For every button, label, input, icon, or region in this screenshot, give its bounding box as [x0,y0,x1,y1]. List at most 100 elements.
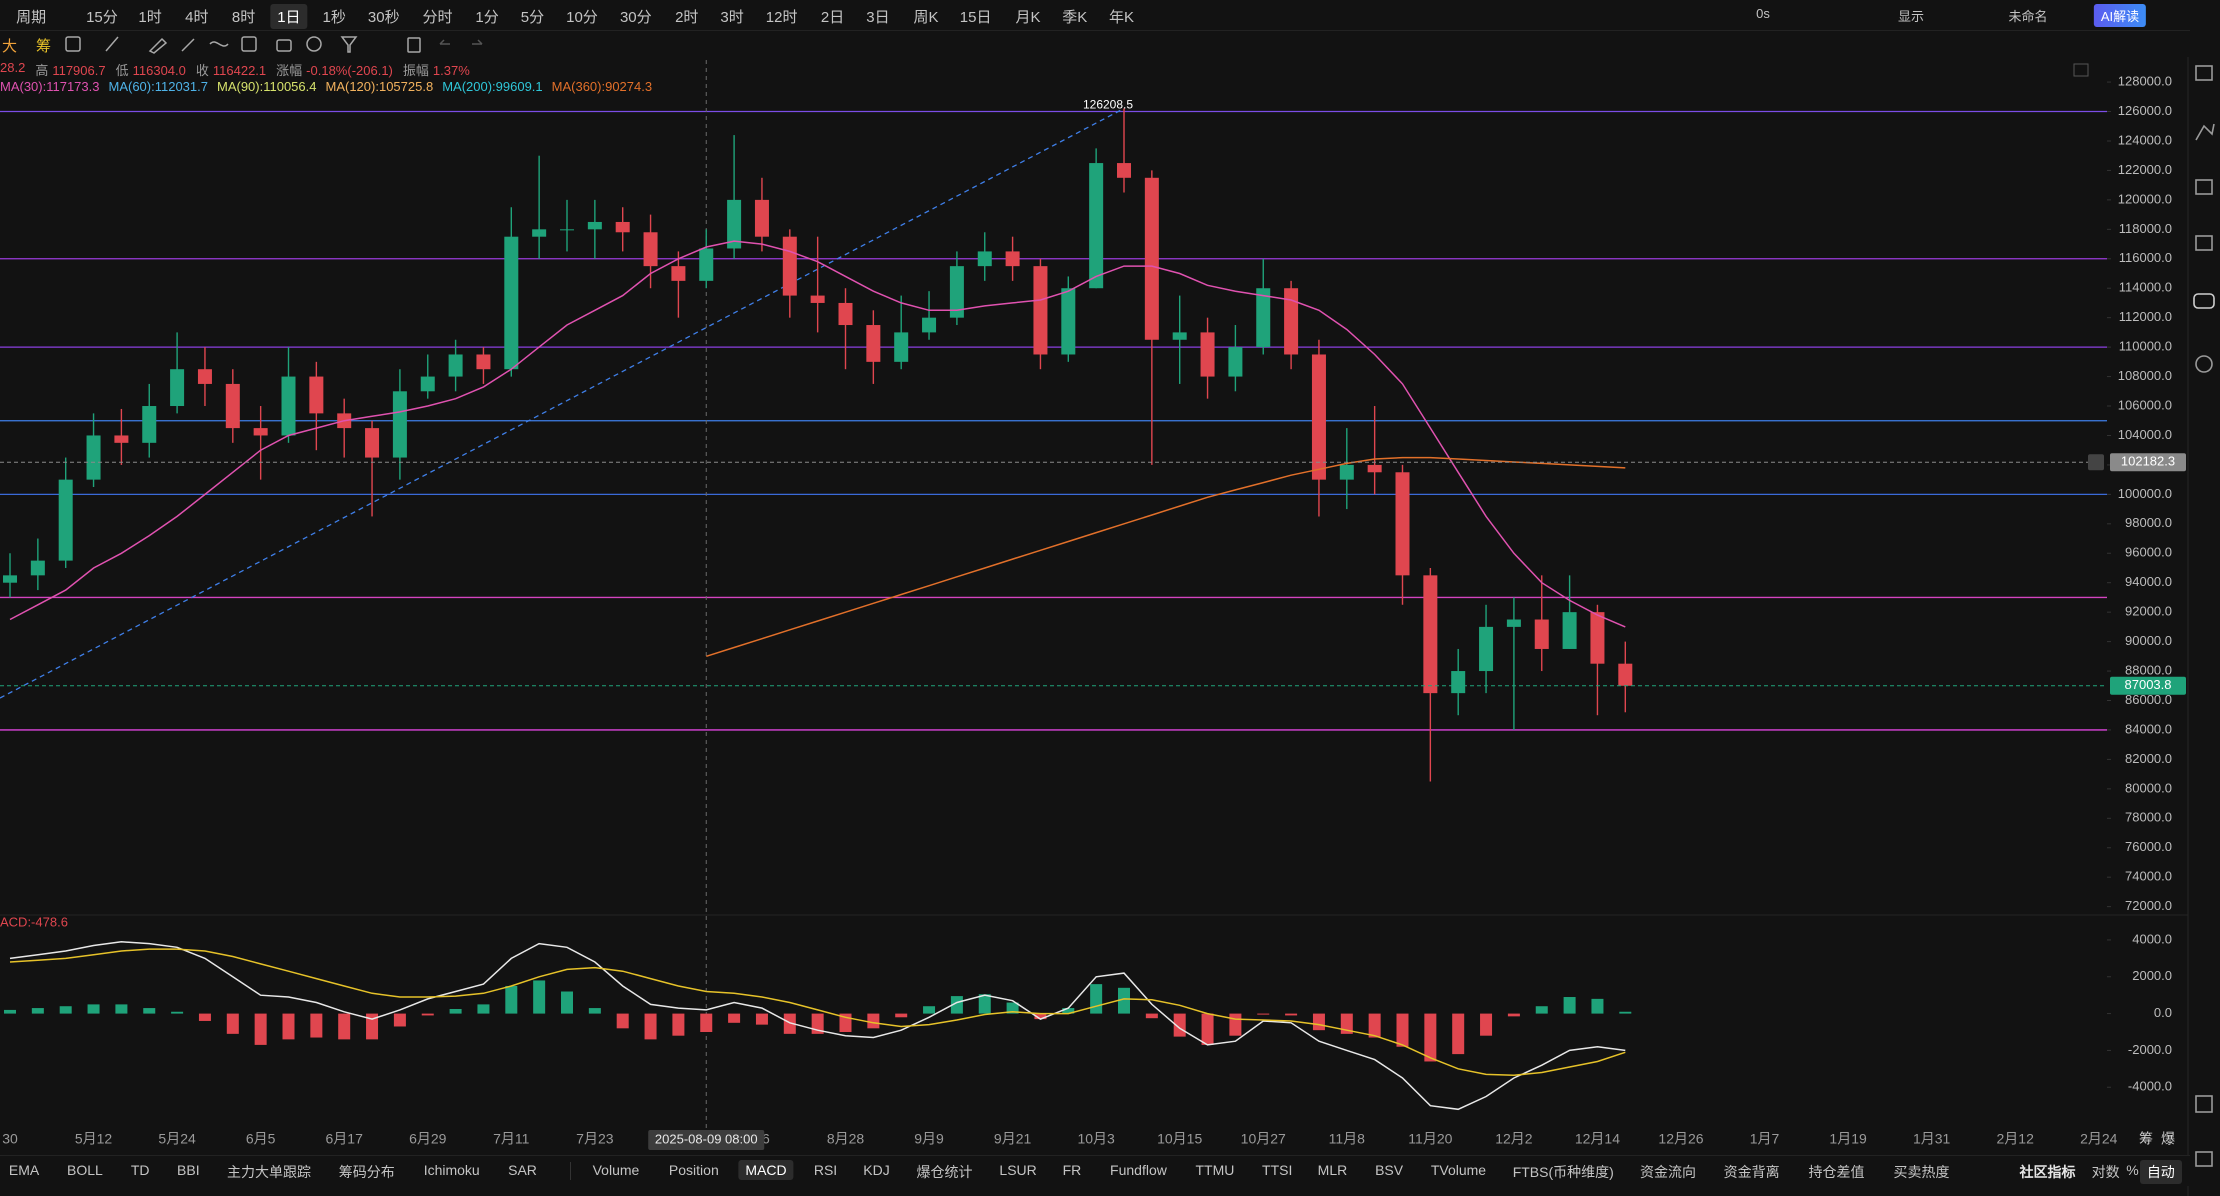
period-button[interactable]: 1日 [270,4,308,29]
candle-body [1618,663,1633,686]
candle-body [699,248,714,281]
sidebar-icon[interactable] [2195,179,2213,195]
period-button[interactable]: 8时 [231,9,256,26]
period-button[interactable]: 15日 [959,9,992,26]
price-label-box [2110,676,2186,695]
period-button[interactable]: 2日 [820,9,845,26]
tool-icon[interactable] [241,36,257,52]
indicator-button[interactable]: FTBS(币种维度) [1512,1164,1614,1180]
indicator-setting[interactable]: % [2126,1162,2139,1178]
drawbar-label[interactable]: 大 [2,38,18,55]
x-tick-label: 1月31 [1913,1131,1951,1147]
sidebar-icon[interactable] [2195,1095,2213,1113]
price-label-box [2110,453,2186,472]
indicator-button[interactable]: SAR [508,1162,537,1178]
macd-histogram-bar [1062,1008,1075,1014]
indicator-button[interactable]: 资金背离 [1723,1164,1780,1180]
tool-icon[interactable] [407,37,421,53]
period-button[interactable]: 分时 [422,9,453,26]
expand-icon[interactable] [2073,63,2089,77]
indicator-button[interactable]: 主力大单跟踪 [227,1164,312,1180]
period-button[interactable]: 月K [1015,9,1041,26]
y-tick-label: 108000.0 [2118,368,2172,383]
sidebar-icon[interactable] [2195,355,2213,373]
indicator-button[interactable]: TVolume [1430,1162,1487,1178]
sidebar-icon[interactable] [2195,1151,2213,1167]
period-button[interactable]: 30分 [619,9,652,26]
info-value: -0.18%(-206.1) [306,63,393,78]
period-button[interactable]: 4时 [185,9,209,26]
indicator-button[interactable]: 买卖热度 [1893,1164,1950,1180]
sidebar-icon[interactable] [2195,123,2215,141]
tool-icon[interactable] [439,39,450,45]
sidebar-icon[interactable] [2195,235,2213,251]
info-value: 117906.7 [52,63,106,78]
indicator-button[interactable]: 筹码分布 [338,1164,395,1180]
sidebar-icon[interactable] [2195,65,2213,81]
period-button[interactable]: 10分 [566,9,598,26]
indicator-button[interactable]: MACD [738,1160,794,1180]
period-button[interactable]: 周K [913,9,939,26]
indicator-button[interactable]: Position [668,1162,719,1178]
ai-button[interactable]: AI解读 [2093,4,2147,27]
period-button[interactable]: 1秒 [322,9,346,26]
tool-icon[interactable] [148,37,168,54]
tool-icon[interactable] [306,36,322,52]
indicator-button[interactable]: 资金流向 [1640,1164,1697,1180]
macd-histogram-bar [1340,1013,1353,1034]
indicator-button[interactable]: RSI [813,1162,838,1178]
tool-icon[interactable] [209,41,229,47]
period-button[interactable]: 1时 [138,9,162,26]
indicator-button[interactable]: TTMU [1195,1162,1235,1178]
indicator-setting[interactable]: 自动 [2139,1160,2182,1184]
tool-icon[interactable] [472,39,483,45]
macd-histogram-bar [31,1008,44,1014]
sidebar-icon[interactable] [2193,293,2215,309]
indicator-button[interactable]: Fundflow [1110,1162,1167,1178]
candle-body [1144,177,1159,340]
indicator-setting[interactable]: 对数 [2091,1164,2120,1180]
macd-histogram-bar [1424,1013,1437,1062]
indicator-setting[interactable]: 社区指标 [2019,1164,2076,1180]
indicator-button[interactable]: TD [130,1162,150,1178]
toolbar-button[interactable]: 显示 [1897,9,1925,24]
indicator-button[interactable]: TTSI [1262,1162,1293,1178]
period-button[interactable]: 年K [1108,9,1134,26]
x-tick-label: 6月5 [246,1131,276,1147]
indicator-button[interactable]: BOLL [67,1162,103,1178]
tool-icon[interactable] [105,36,119,52]
period-button[interactable]: 30秒 [367,9,400,26]
y-tick-label: 96000.0 [2125,545,2172,560]
period-button[interactable]: 3时 [720,9,744,26]
indicator-button[interactable]: LSUR [999,1162,1037,1178]
drawbar-label[interactable]: 筹 [36,38,52,55]
indicator-button[interactable]: MLR [1317,1162,1348,1178]
period-button[interactable]: 1分 [475,9,499,26]
period-button[interactable]: 3日 [866,9,890,26]
x-tick-label: 12月14 [1575,1131,1620,1147]
indicator-button[interactable]: 持仓差值 [1808,1164,1865,1180]
y-tick-label: 104000.0 [2118,427,2172,442]
period-button[interactable]: 季K [1062,9,1088,26]
period-button[interactable]: 2时 [675,9,699,26]
indicator-button[interactable]: BBI [177,1162,200,1178]
tool-icon[interactable] [340,36,358,53]
tool-icon[interactable] [65,36,81,52]
period-button[interactable]: 周期 [16,9,47,26]
indicator-button[interactable]: FR [1062,1162,1082,1178]
tool-icon[interactable] [276,39,292,52]
tool-icon[interactable] [181,38,195,52]
indicator-button[interactable]: BSV [1375,1162,1404,1178]
period-button[interactable]: 15分 [86,9,118,26]
info-value: 1.37% [432,63,470,78]
toolbar-button[interactable]: 0s [1756,6,1770,21]
toolbar-button[interactable]: 未命名 [2008,9,2048,24]
info-label: 收 [195,63,209,78]
period-button[interactable]: 12时 [765,9,798,26]
indicator-button[interactable]: Volume [592,1162,640,1178]
indicator-button[interactable]: KDJ [863,1162,890,1178]
period-button[interactable]: 5分 [520,9,545,26]
indicator-button[interactable]: Ichimoku [423,1162,480,1178]
indicator-button[interactable]: EMA [8,1162,40,1178]
indicator-button[interactable]: 爆仓统计 [916,1164,973,1180]
